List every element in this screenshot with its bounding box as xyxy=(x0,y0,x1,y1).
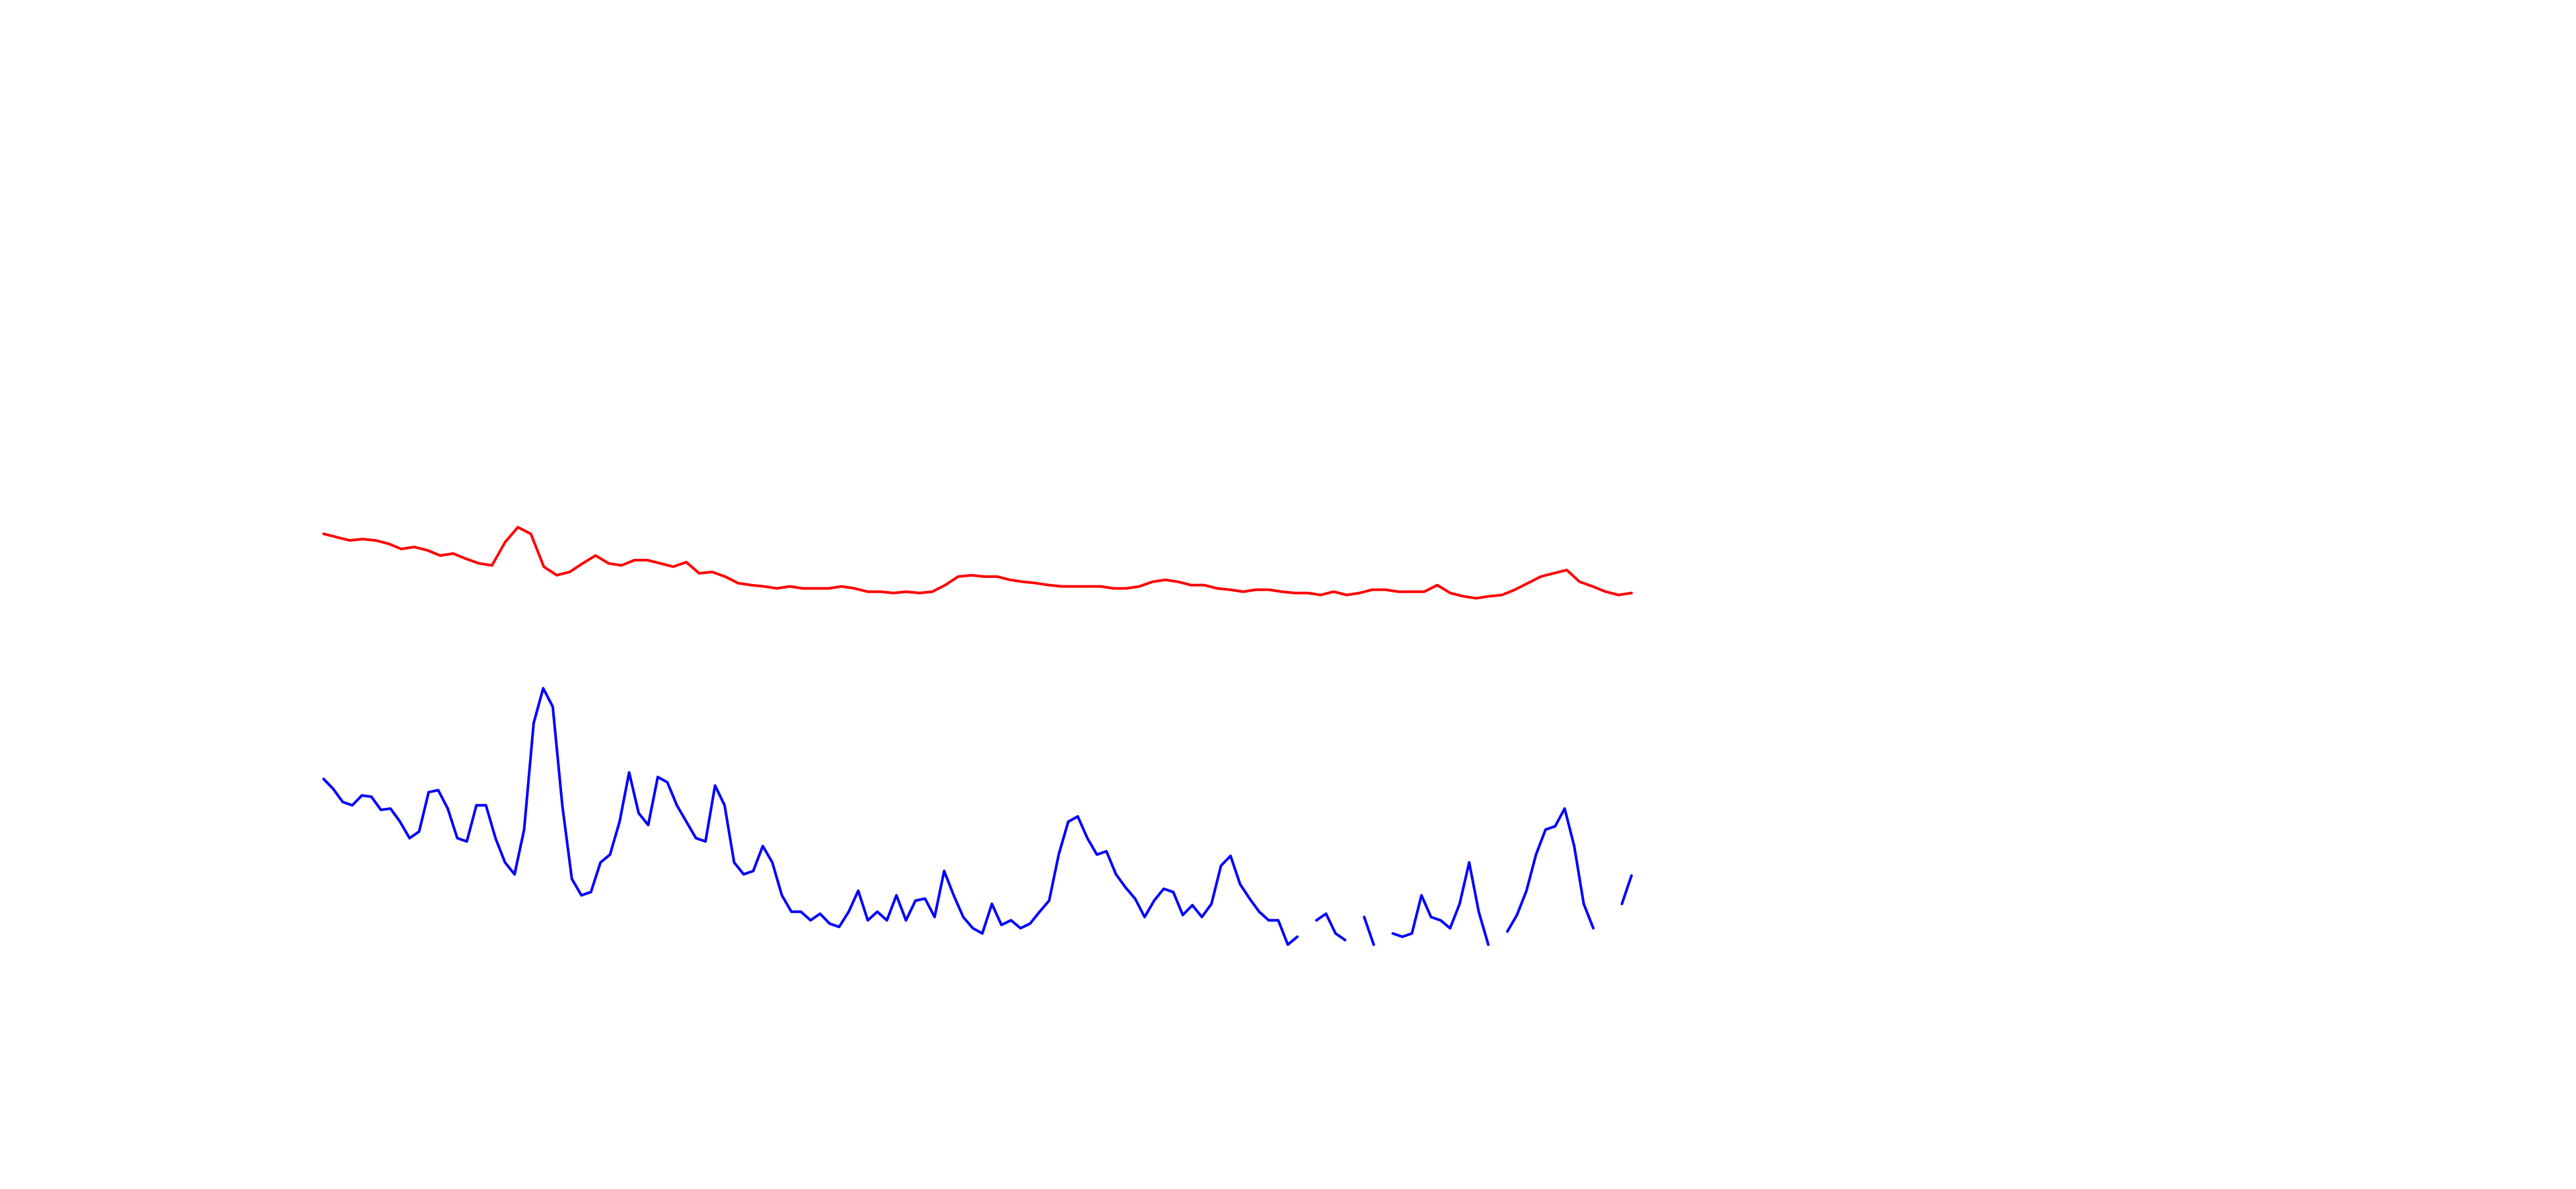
line-series xyxy=(1363,916,1375,947)
line-series xyxy=(1620,874,1633,906)
line-series xyxy=(1391,861,1490,947)
line-series xyxy=(1315,912,1347,942)
line-series xyxy=(322,526,1633,600)
line-series xyxy=(322,686,1299,947)
line-series xyxy=(1506,807,1595,933)
